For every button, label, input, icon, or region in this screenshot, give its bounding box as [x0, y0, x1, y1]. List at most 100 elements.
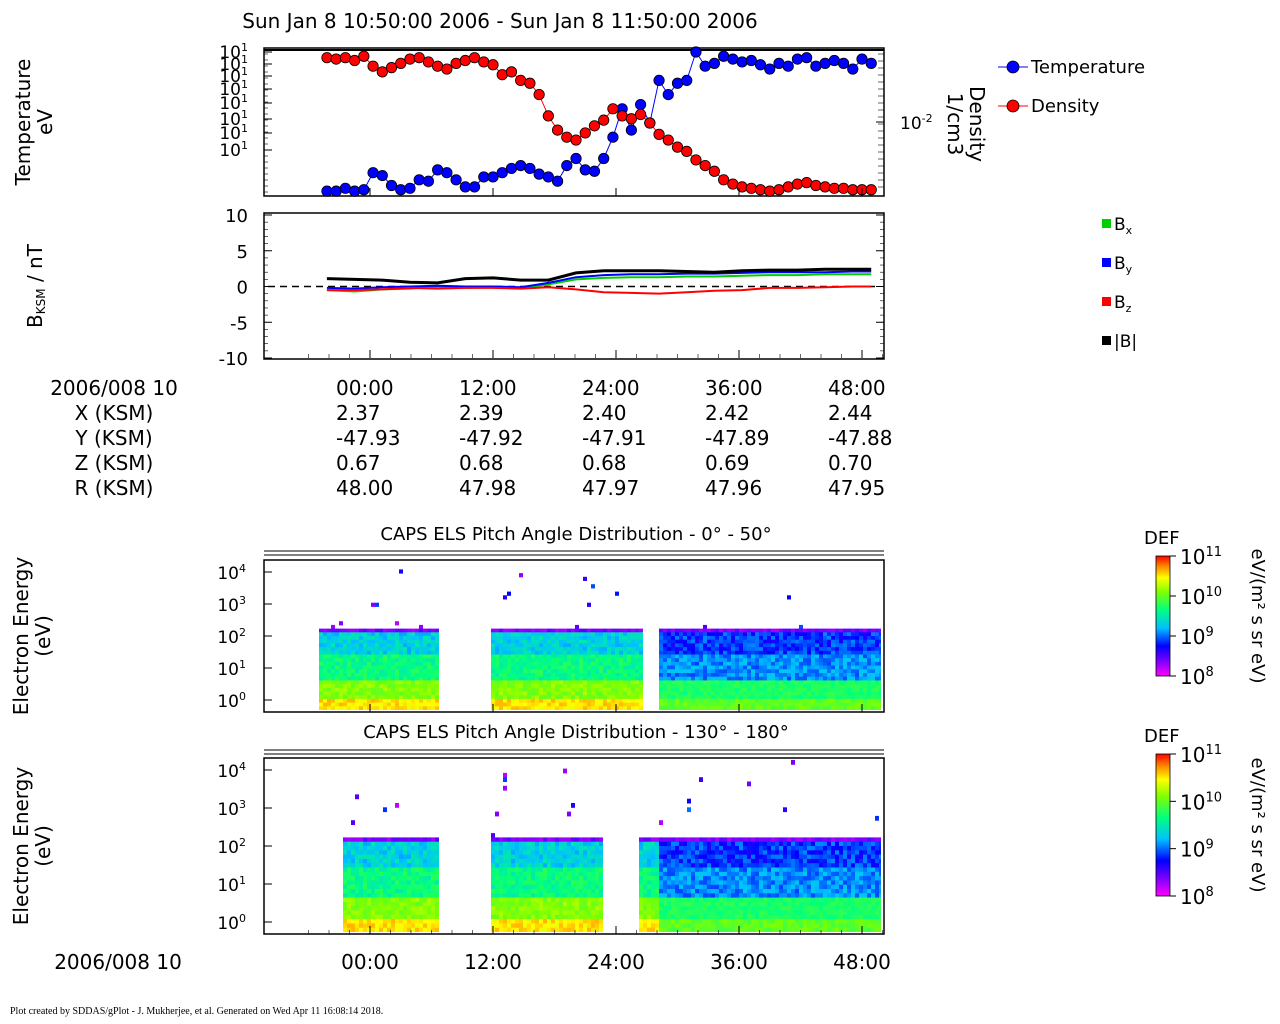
spectrogram-cell	[491, 643, 495, 648]
spectrogram-cell	[587, 628, 591, 633]
spectrogram-cell	[391, 636, 395, 641]
spectrogram-cell	[563, 684, 567, 689]
spectrogram-cell	[879, 687, 881, 692]
ephemeris-value: 2.39	[459, 401, 504, 425]
spectrogram-cell	[659, 927, 663, 932]
spectrogram-cell	[375, 702, 379, 707]
spectrogram-cell	[547, 867, 551, 873]
spectrogram-cell	[631, 658, 635, 663]
spectrogram-cell	[555, 927, 559, 932]
spectrogram-cell	[639, 914, 643, 920]
spectrogram-cell	[851, 673, 855, 678]
spectrogram-cell	[407, 884, 411, 890]
spectrogram-cell	[339, 691, 343, 696]
spectrogram-cell	[355, 702, 359, 707]
spectrogram-cell	[767, 661, 771, 667]
spectrogram-cell	[539, 698, 543, 704]
spectrogram-cell	[387, 695, 391, 700]
spectrogram-cell	[431, 650, 435, 655]
spectrogram-cell	[419, 669, 423, 674]
spectrogram-cell	[811, 706, 815, 710]
spectrogram-cell	[579, 639, 583, 644]
spectrogram-cell	[595, 914, 599, 920]
spectrogram-cell	[499, 927, 503, 932]
spectrogram-cell	[855, 687, 859, 692]
spectrogram-cell	[771, 650, 775, 655]
spectrogram-cell	[703, 893, 707, 899]
spectrogram-cell	[819, 687, 823, 692]
spectrogram-cell	[591, 884, 595, 890]
spectrogram-cell	[783, 665, 787, 670]
spectrogram-cell	[587, 661, 591, 667]
spectrogram-cell	[359, 854, 363, 860]
spectrogram-cell	[419, 658, 423, 663]
spectrogram-cell	[639, 863, 643, 868]
spectrogram-cell	[835, 647, 839, 652]
spectrogram-cell	[423, 910, 427, 916]
spectrogram-cell	[787, 636, 791, 641]
temperature-point	[413, 174, 425, 186]
spectrogram-cell	[855, 661, 859, 667]
spectrogram-cell	[835, 695, 839, 700]
spectrogram-cell	[699, 893, 703, 899]
spectrogram-cell	[823, 654, 827, 659]
spectrogram-cell	[495, 661, 499, 667]
spectrogram-cell	[383, 658, 387, 663]
spectrogram-cell	[507, 706, 511, 710]
spectrogram-cell	[691, 923, 695, 929]
spectrogram-cell	[383, 893, 387, 899]
spectrogram-cell	[563, 906, 567, 911]
spectrogram-cell	[531, 854, 535, 860]
spectrogram-cell	[391, 880, 395, 886]
spectrogram-cell	[495, 673, 499, 678]
spectrogram-cell	[511, 867, 515, 873]
spectrogram-cell	[619, 691, 623, 696]
spectrogram-cell	[415, 901, 419, 907]
density-point	[791, 178, 804, 190]
spectrogram-cell	[671, 673, 675, 678]
spectrogram-cell	[687, 643, 691, 648]
spectrogram-cell	[803, 691, 807, 696]
spectrogram-cell	[603, 643, 607, 648]
density-point	[321, 52, 333, 64]
density-point	[570, 134, 582, 146]
spectrogram-cell	[551, 854, 555, 860]
spectrogram-cell	[703, 673, 707, 678]
spectrogram-cell	[619, 632, 623, 637]
spectrogram-cell	[687, 647, 691, 652]
spectrogram-cell	[691, 639, 695, 644]
spectrogram-cell	[687, 798, 691, 804]
spectrogram-cell	[731, 691, 735, 696]
spectrogram-cell	[387, 837, 391, 843]
spectrogram-cell	[575, 643, 579, 648]
spectrogram-cell	[595, 880, 599, 886]
spectrogram-cell	[499, 854, 503, 860]
temperature-tick-label: 101	[219, 92, 248, 114]
spectrogram-cell	[555, 923, 559, 929]
spectrogram-cell	[387, 684, 391, 689]
spectrogram-cell	[563, 680, 567, 685]
spectrogram-cell	[507, 639, 511, 644]
spectrogram-cell	[723, 658, 727, 663]
spectrogram-cell	[499, 691, 503, 696]
spectrogram-cell	[435, 923, 439, 929]
spectrogram-cell	[495, 871, 499, 877]
spectrogram-cell	[331, 684, 335, 689]
spectrogram-cell	[507, 858, 511, 864]
spectrogram-cell	[707, 698, 711, 704]
spectrogram-cell	[495, 841, 499, 847]
spectrogram-cell	[411, 876, 415, 881]
spectrogram-cell	[559, 923, 563, 929]
spectrogram-cell	[399, 647, 403, 652]
spectrogram-cell	[555, 643, 559, 648]
spectrogram-cell	[411, 639, 415, 644]
spectrogram-cell	[667, 889, 671, 894]
spectrogram-cell	[415, 661, 419, 667]
spectrogram-cell	[563, 673, 567, 678]
spectrogram-cell	[339, 702, 343, 707]
spectrogram-cell	[491, 923, 495, 929]
spectrogram-cell	[387, 702, 391, 707]
spectrogram-cell	[563, 901, 567, 907]
spectrogram-cell	[367, 650, 371, 655]
spectrogram-cell	[735, 919, 739, 924]
